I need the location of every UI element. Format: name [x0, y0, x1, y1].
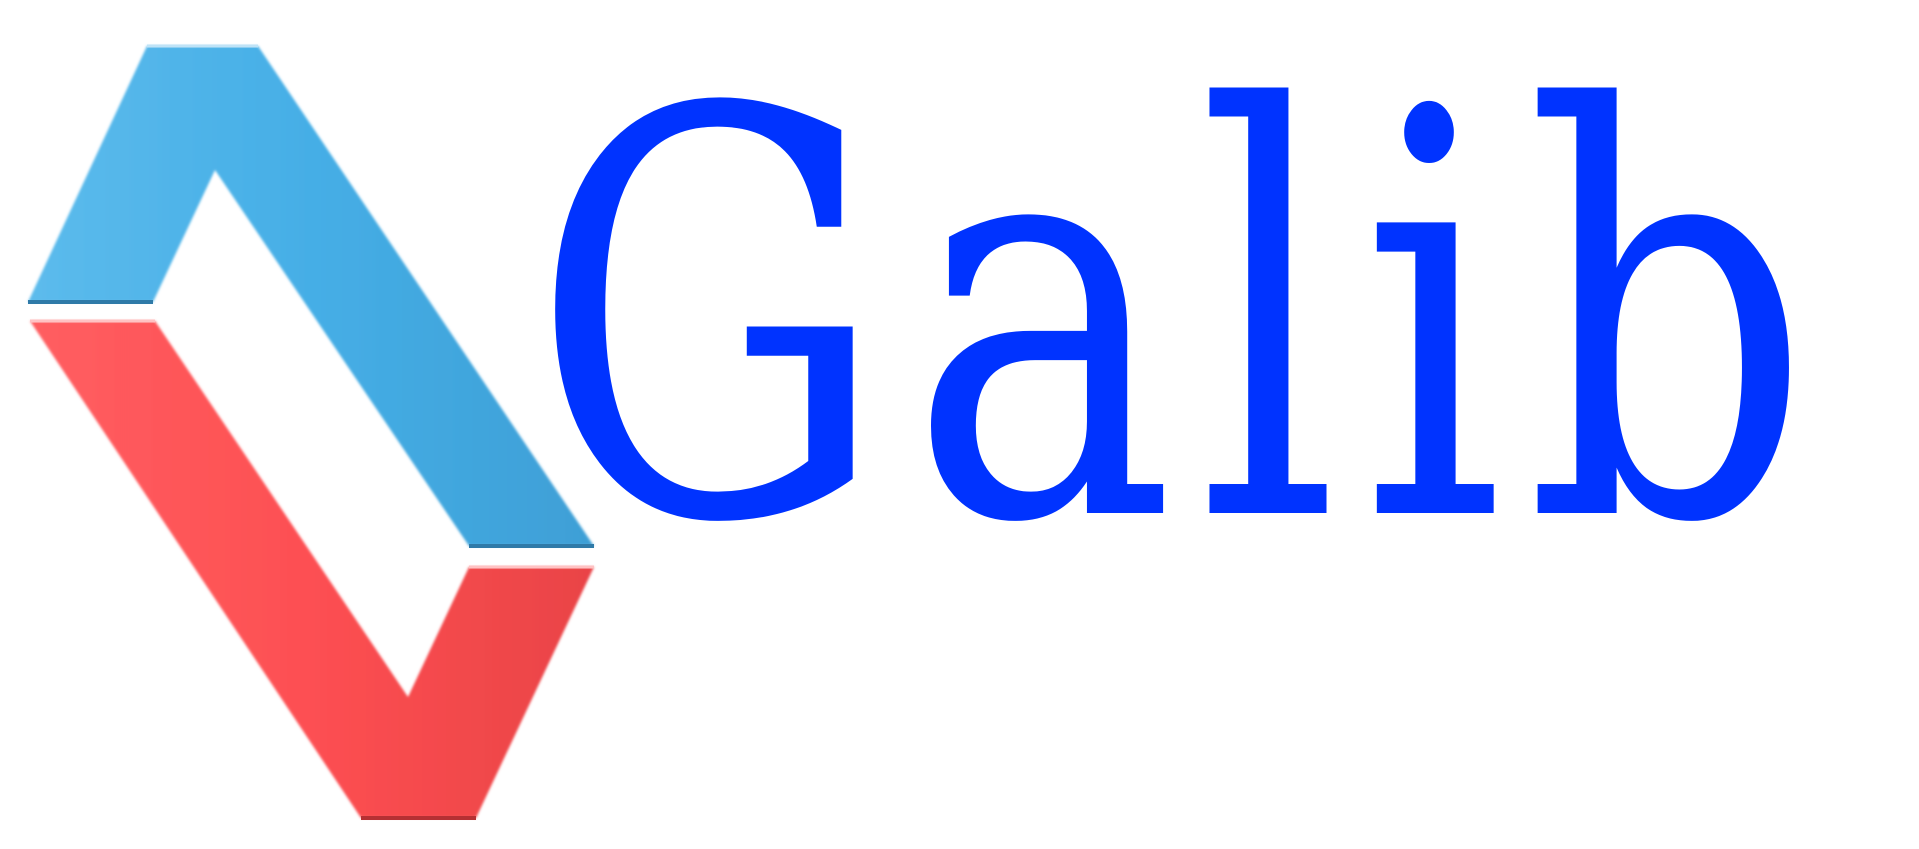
- logo-top-band: [28, 44, 594, 548]
- galib-chevron-logo-icon: [28, 44, 594, 820]
- wordmark-text: Galib: [530, 0, 1833, 646]
- logo-bottom-band: [30, 319, 594, 820]
